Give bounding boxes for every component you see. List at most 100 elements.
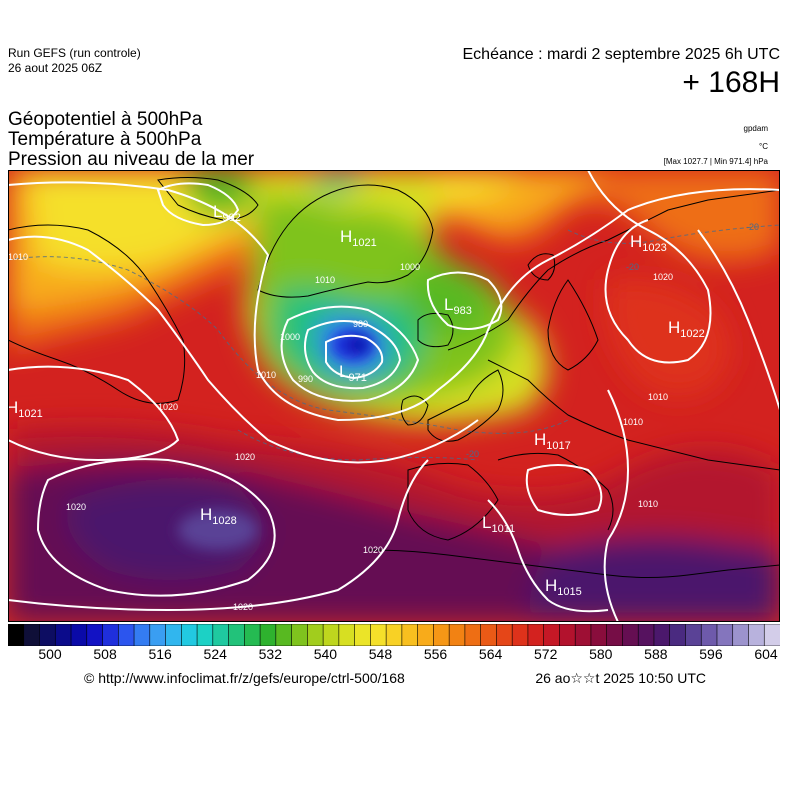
colorbar-swatch [322,624,340,646]
isobar-label: 980 [353,319,368,329]
colorbar-swatch [511,624,529,646]
isobar-label: 1020 [233,602,253,612]
isotherm-label: -20 [746,222,759,232]
isobar-label: 1020 [653,272,673,282]
pressure-center-russia: H1022 [668,318,705,340]
colorbar-swatch [338,624,356,646]
isotherms [8,224,780,461]
colorbar-swatch [527,624,545,646]
pressure-center-norwegian-sea: L983 [444,295,472,317]
colorbar-swatch [732,624,750,646]
pressure-center-greenland: H1021 [340,227,377,249]
isobar-labels: 1010 1010 1020 1020 1020 1020 1010 1000 1000 990 9… [8,222,759,612]
colorbar-swatch [401,624,419,646]
colorbar-tick-label: 508 [93,646,117,662]
weather-map: H1021 L992 L983 L971 H1023 H1022 H1021 H1028 H10… [8,170,780,622]
run-title: Run GEFS (run controle) [8,46,141,60]
colorbar-swatch [763,624,780,646]
colorbar-ticks: 500 508 516 524 532 540 548 556 564 572 580 588 596 6… [8,646,780,666]
colorbar-swatch [196,624,214,646]
isobar-label: 1000 [280,332,300,342]
forecast-valid-time: Echéance : mardi 2 septembre 2025 6h UTC [462,46,781,63]
colorbar-swatch [543,624,561,646]
colorbar-tick-label: 532 [258,646,282,662]
pressure-center-central-europe: H1017 [534,430,571,452]
colorbar-swatch [181,624,198,646]
unit-geopotential: gpdam [743,124,768,133]
colorbar-swatch [23,624,41,646]
parameter-temperature: Température à 500hPa [8,129,202,150]
isobar-label: 1010 [638,499,658,509]
colorbar-swatch [637,624,655,646]
colorbar-swatch [117,624,135,646]
colorbar-swatch [448,624,466,646]
isobar-label: 1020 [158,402,178,412]
colorbar-swatch [559,624,576,646]
colorbar-tick-label: 516 [148,646,172,662]
colorbar-swatch [259,624,277,646]
isobar-label: 1010 [623,417,643,427]
colorbar-swatch [590,624,608,646]
pressure-center-iceland: L971 [339,362,367,384]
colorbar-swatch [307,624,324,646]
colorbar-swatch [102,624,120,646]
colorbar-tick-label: 500 [38,646,62,662]
isobars [8,170,780,622]
isobar-label: 1010 [256,370,276,380]
colorbar-swatch [86,624,104,646]
colorbar-swatch [149,624,167,646]
colorbar-tick-label: 524 [203,646,227,662]
colorbar-swatch [228,624,246,646]
colorbar-tick-label: 580 [589,646,613,662]
colorbar-swatch [433,624,450,646]
colorbar-swatch [653,624,671,646]
colorbar-tick-label: 556 [423,646,448,662]
colorbar-tick-label: 564 [478,646,503,662]
colorbar-swatch [464,624,482,646]
isobar-label: 1010 [315,275,335,285]
colorbar-swatch [275,624,293,646]
colorbar-swatch [291,624,309,646]
colorbar-swatch [700,624,718,646]
colorbar-swatch [685,624,703,646]
colorbar-swatch [244,624,261,646]
colorbar [8,624,780,646]
generated-time: 26 ao☆☆t 2025 10:50 UTC [535,670,706,686]
pressure-center-spain: L1011 [482,513,515,535]
colorbar-swatch [354,624,372,646]
pressure-center-azores: H1028 [200,505,237,527]
source-url: © http://www.infoclimat.fr/z/gefs/europe… [84,670,405,686]
colorbar-swatch [417,624,435,646]
parameter-geopotential: Géopotentiel à 500hPa [8,109,203,130]
isobar-label: 990 [298,374,313,384]
colorbar-swatch [606,624,624,646]
colorbar-tick-label: 548 [368,646,393,662]
isobar-label: 1020 [66,502,86,512]
colorbar-swatch [70,624,88,646]
colorbar-swatch [54,624,72,646]
colorbar-swatch [165,624,183,646]
isobar-label: 1000 [400,262,420,272]
isobar-label: 1010 [648,392,668,402]
colorbar-swatch [574,624,592,646]
colorbar-swatch [370,624,387,646]
colorbar-swatch [669,624,687,646]
lead-time: + 168H [682,66,780,99]
colorbar-tick-label: 572 [534,646,558,662]
pressure-center-canada-east: H1021 [8,398,43,420]
isotherm-label: -20 [626,262,639,272]
unit-temperature: °C [759,142,768,151]
colorbar-swatch [385,624,403,646]
colorbar-tick-label: 596 [699,646,723,662]
isobar-label: 1020 [363,545,383,555]
colorbar-swatch [496,624,513,646]
colorbar-swatch [8,624,25,646]
colorbar-swatch [622,624,640,646]
colorbar-tick-label: 604 [754,646,778,662]
pressure-max-min: [Max 1027.7 | Min 971.4] hPa [663,157,768,166]
run-date: 26 aout 2025 06Z [8,61,103,75]
coastlines [8,177,780,578]
pressure-center-north-africa: H1015 [545,576,582,598]
colorbar-tick-label: 588 [644,646,668,662]
pressure-centers: H1021 L992 L983 L971 H1023 H1022 H1021 H1028 H10… [8,202,705,598]
